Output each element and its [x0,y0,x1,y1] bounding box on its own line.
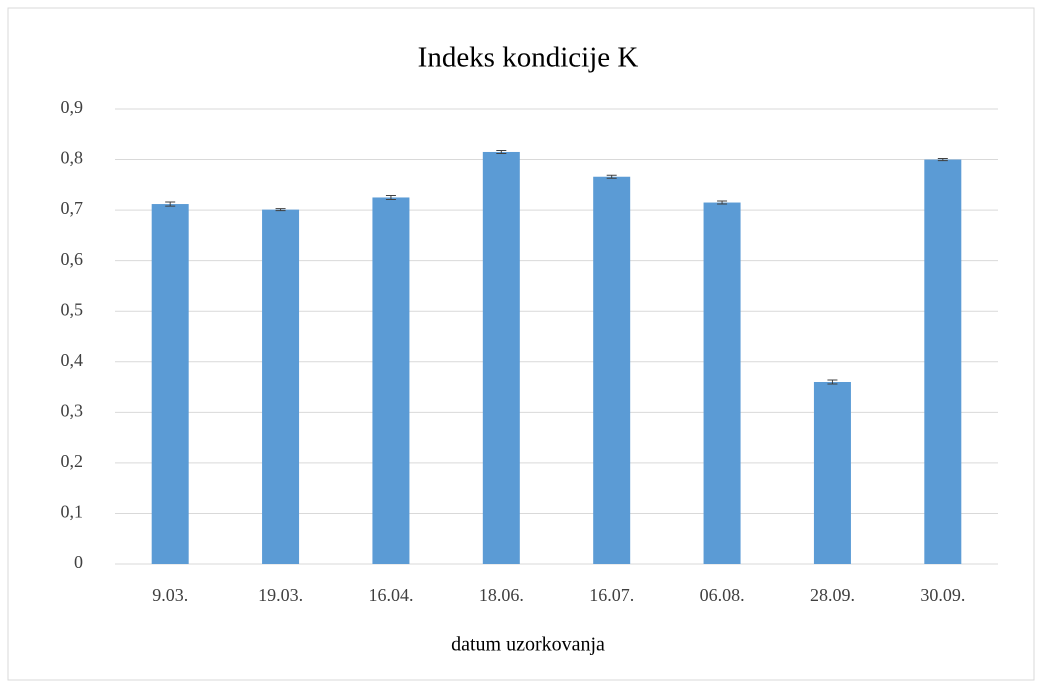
bar [593,176,631,564]
error-bar [717,200,728,205]
error-bar [385,194,396,200]
bar [813,382,851,564]
y-tick-label: 0 [74,552,83,572]
bar [482,151,520,564]
bar [703,202,741,564]
bar [262,209,300,564]
y-tick-label: 0,2 [61,451,84,471]
y-tick-label: 0,4 [61,350,84,370]
x-tick-label: 16.04. [368,585,413,605]
bar [372,197,410,564]
error-bar [606,174,617,179]
error-bar [827,379,838,385]
chart-title: Indeks kondicije K [418,42,639,74]
y-tick-label: 0,8 [61,148,84,168]
x-tick-label: 28.09. [810,585,855,605]
x-tick-label: 16.07. [589,585,634,605]
x-tick-label: 19.03. [258,585,303,605]
bar [151,204,189,565]
x-tick-label: 06.08. [700,585,745,605]
x-tick-label: 18.06. [479,585,524,605]
x-tick-label: 9.03. [152,585,188,605]
y-tick-label: 0,1 [61,502,84,522]
x-axis-label: datum uzorkovanja [451,634,605,656]
error-bar [275,208,286,212]
error-bar [165,201,176,207]
y-tick-label: 0,6 [61,249,84,269]
bar [924,159,962,565]
y-tick-label: 0,5 [61,299,84,319]
y-tick-label: 0,7 [61,198,84,218]
error-bar [496,149,507,154]
y-tick-label: 0,3 [61,400,84,420]
error-bar [937,158,948,162]
y-tick-label: 0,9 [61,97,84,117]
x-tick-label: 30.09. [920,585,965,605]
